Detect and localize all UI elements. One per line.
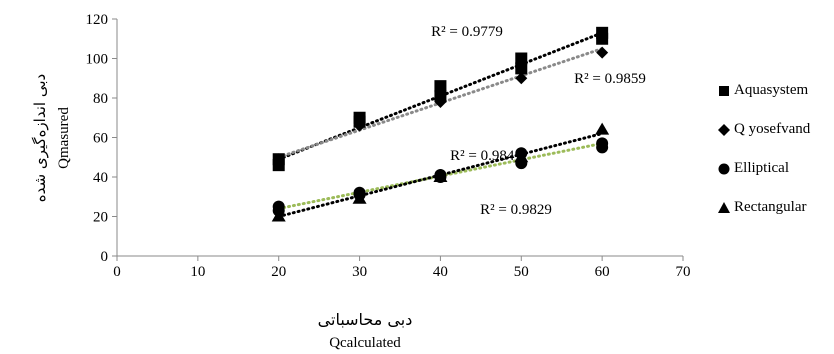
y-tick-label: 20 [93,210,108,226]
y-tick-label: 80 [93,91,108,107]
point-rectangular [433,170,448,182]
data-points [271,26,610,222]
point-aquasystem [434,80,447,93]
legend-item-elliptical: Elliptical [718,158,789,178]
point-aquasystem [515,62,528,75]
point-rectangular [352,191,367,204]
legend-item-rectangular: Rectangular [718,197,806,217]
y-axis-title-en: Qmasured [56,107,72,169]
point-aquasystem [353,111,366,124]
point-q-yosefvand [353,119,366,132]
x-axis-title-en: Qcalculated [329,335,401,351]
x-tick-label: 10 [190,264,205,280]
r2-label: R² = 0.9829 [480,202,552,218]
legend-label: Aquasystem [734,82,809,98]
x-tick-label: 60 [595,264,610,280]
axes: 0 10 20 30 40 50 60 70 0 20 40 60 80 100 120 [86,12,691,280]
y-tick-label: 120 [86,12,109,28]
diamond-marker-icon [718,123,730,136]
point-rectangular [271,209,286,222]
r2-label: R² = 0.9841 [450,148,522,164]
x-tick-label: 0 [113,264,121,280]
point-aquasystem [515,52,528,65]
y-tick-label: 0 [101,249,109,265]
y-tick-label: 40 [93,170,108,186]
y-tick-label: 60 [93,131,108,147]
point-rectangular [514,150,529,163]
point-q-yosefvand [515,72,528,85]
x-axis-title: دبی محاسباتی [318,310,413,329]
point-rectangular [595,122,610,135]
y-tick-label: 100 [86,52,109,68]
r2-label: R² = 0.9779 [431,24,503,40]
point-elliptical [596,137,609,150]
point-elliptical [272,200,285,213]
trendlines [277,31,604,218]
labels: دبی محاسباتی Qcalculated دبی اندازه‌گیری ش… [31,24,646,351]
legend-item-aquasystem: Aquasystem [718,80,808,100]
x-tick-label: 30 [352,264,367,280]
point-q-yosefvand [434,95,447,108]
r2-label: R² = 0.9859 [574,71,646,87]
x-tick-label: 20 [271,264,286,280]
square-marker-icon [719,85,729,96]
point-q-yosefvand [596,46,609,59]
x-tick-label: 40 [433,264,448,280]
legend-label: Q yosefvand [734,121,811,137]
x-tick-label: 50 [514,264,529,280]
legend-label: Rectangular [734,199,807,215]
point-q-yosefvand [272,153,285,166]
point-aquasystem [596,26,609,39]
legend-item-q-yosefvand: Q yosefvand [718,119,810,139]
x-tick-label: 70 [676,264,691,280]
circle-marker-icon [718,163,730,175]
y-axis-title: دبی اندازه‌گیری شده [31,74,49,202]
triangle-marker-icon [718,201,730,213]
legend-label: Elliptical [734,160,789,176]
